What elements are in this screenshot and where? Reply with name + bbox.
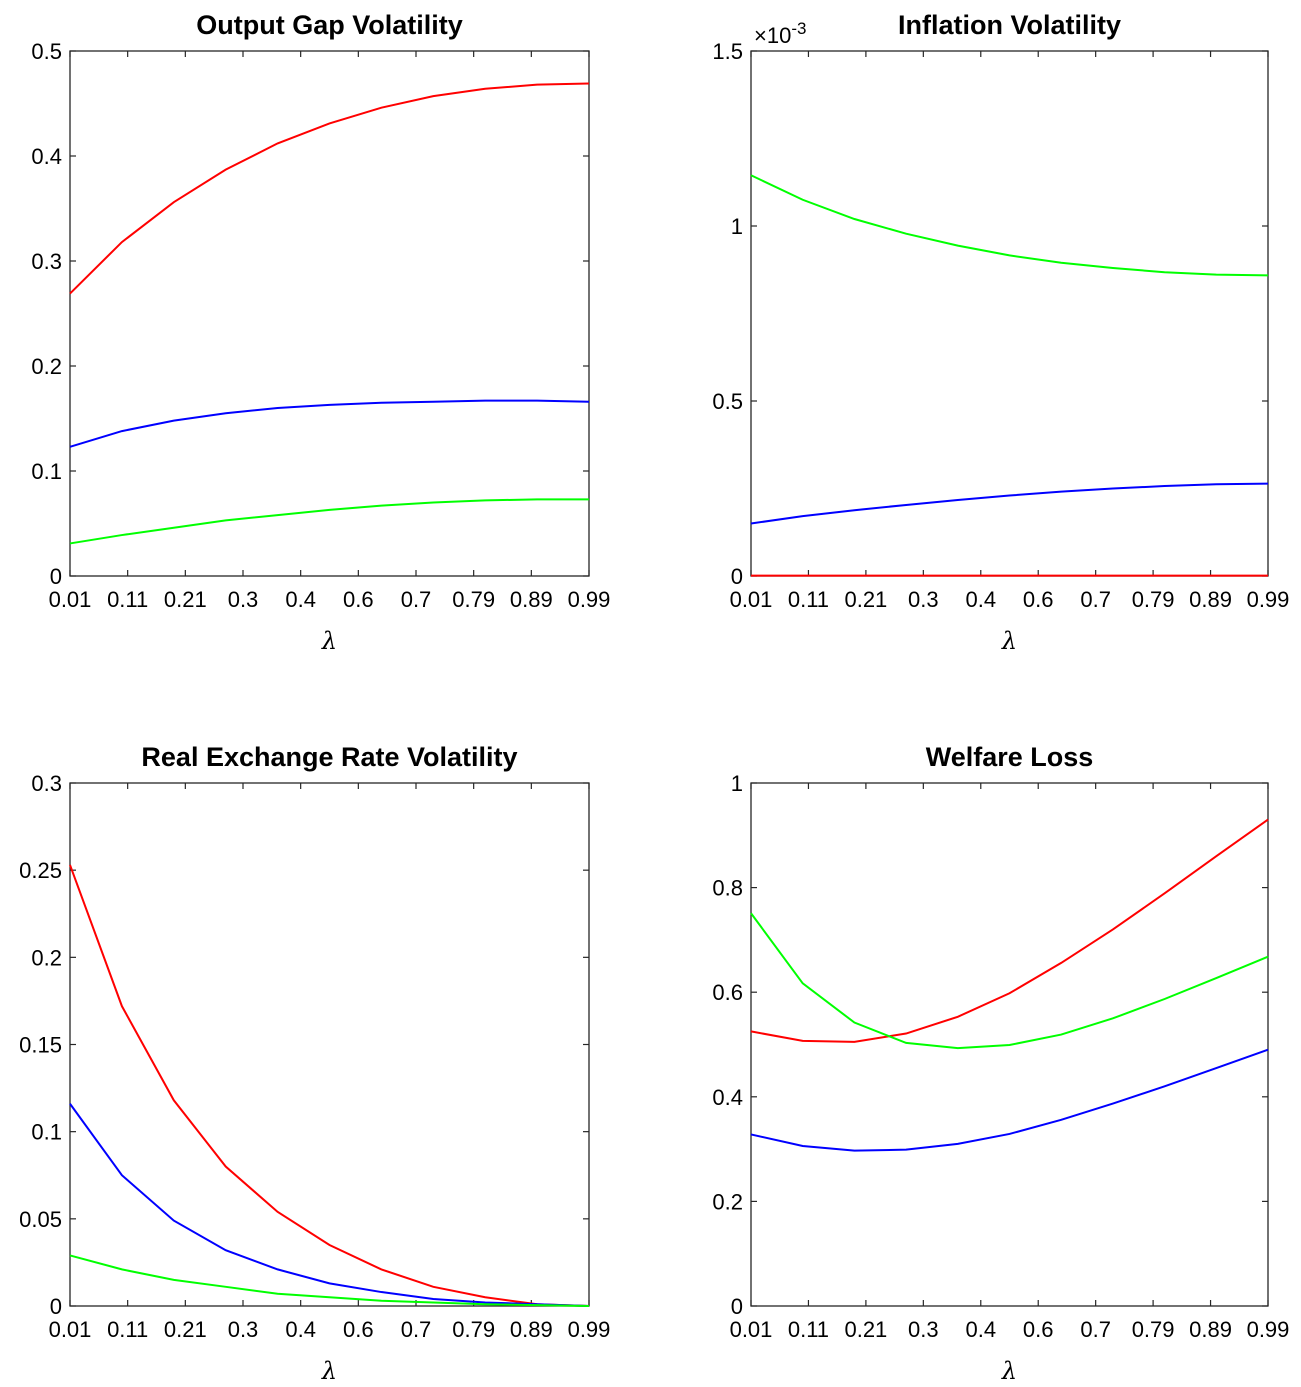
chart-2-y-tick-label: 0.05 [19,1207,62,1232]
chart-2-x-tick-label: 0.7 [401,1317,432,1342]
chart-2-x-tick-label: 0.11 [107,1317,148,1342]
chart-3-series-line-1 [750,912,1269,1050]
chart-1-x-tick-label: 0.4 [965,587,996,612]
chart-3-x-tick-label: 0.11 [788,1317,829,1342]
chart-3-y-tick-label: 1 [731,771,743,796]
chart-0-y-tick-label: 0.4 [31,144,62,169]
chart-0-panel: 0.01 0.11 0.21 0.3 0.4 0.6 0.7 0.79 0.89 0.99 0 0.1… [31,10,610,655]
chart-2-x-tick-label: 0.01 [49,1317,92,1342]
chart-2-panel: 0.01 0.11 0.21 0.3 0.4 0.6 0.7 0.79 0.89 0.99 0 0.0… [19,742,610,1385]
chart-2-y-tick-label: 0 [50,1294,62,1319]
chart-0-x-tick-label: 0.7 [401,587,432,612]
chart-3-x-tick-label: 0.4 [965,1317,996,1342]
chart-1-series-line-1 [750,482,1269,525]
chart-3-x-tick-label: 0.6 [1023,1317,1054,1342]
chart-2-y-tick-label: 0.2 [31,945,62,970]
chart-0-x-tick-label: 0.21 [164,587,207,612]
chart-1-title: Inflation Volatility [898,10,1121,40]
chart-3-y-tick-label: 0.6 [712,980,743,1005]
chart-0-title: Output Gap Volatility [196,10,463,40]
chart-2-x-tick-label: 0.21 [164,1317,207,1342]
chart-1-x-tick-label: 0.01 [730,587,773,612]
chart-3-y-tick-label: 0.8 [712,876,743,901]
chart-3-series-line-2 [750,1048,1269,1152]
chart-0-x-tick-label: 0.4 [285,587,316,612]
chart-1-x-tick-label: 0.3 [908,587,939,612]
chart-3-x-tick-label: 0.99 [1247,1317,1290,1342]
chart-3-y-tick-label: 0.4 [712,1085,743,1110]
chart-1-x-tick-label: 0.89 [1189,587,1232,612]
chart-2-series-line-1 [69,1103,590,1307]
chart-1-x-tick-label: 0.7 [1080,587,1111,612]
chart-3-title: Welfare Loss [926,742,1094,772]
chart-3-x-tick-label: 0.7 [1080,1317,1111,1342]
chart-3-x-tick-label: 0.3 [908,1317,939,1342]
chart-2-y-tick-label: 0.15 [19,1033,62,1058]
chart-2-axes-box [69,782,590,1307]
chart-1-y-tick-label: 0.5 [712,389,743,414]
chart-0-x-tick-label: 0.01 [49,587,92,612]
chart-3-x-tick-label: 0.89 [1189,1317,1232,1342]
chart-0-x-tick-label: 0.6 [343,587,374,612]
chart-2-x-tick-label: 0.6 [343,1317,374,1342]
chart-2-title: Real Exchange Rate Volatility [141,742,517,772]
chart-0-x-axis-label: λ [321,627,337,655]
chart-2-y-tick-label: 0.3 [31,771,62,796]
chart-0-x-tick-label: 0.11 [107,587,148,612]
chart-2-x-axis-label: λ [321,1357,337,1385]
chart-3-y-tick-label: 0.2 [712,1189,743,1214]
chart-0-series-line-2 [69,498,589,545]
chart-0-y-tick-label: 0 [50,564,62,589]
chart-3-x-tick-label: 0.79 [1132,1317,1175,1342]
chart-1-y-tick-label: 1 [731,214,743,239]
chart-1-series-line-0 [750,174,1269,277]
chart-3-x-tick-label: 0.01 [730,1317,773,1342]
chart-0-y-tick-label: 0.2 [31,354,62,379]
chart-1-y-exponent: ×10-3 [754,19,806,48]
chart-0-x-tick-label: 0.89 [510,587,553,612]
chart-3-x-tick-label: 0.21 [844,1317,887,1342]
chart-1-y-tick-label: 1.5 [712,39,743,64]
chart-2-x-tick-label: 0.99 [568,1317,611,1342]
chart-2-series-line-2 [69,1254,590,1307]
chart-0-y-tick-label: 0.5 [31,39,62,64]
chart-1-axes-box [750,50,1269,577]
chart-2-series-line-0 [69,864,590,1307]
chart-2-y-tick-label: 0.25 [19,858,62,883]
chart-0-x-tick-label: 0.99 [568,587,611,612]
chart-0-x-tick-label: 0.3 [228,587,259,612]
chart-2-x-tick-label: 0.89 [510,1317,553,1342]
chart-1-x-tick-label: 0.99 [1247,587,1290,612]
chart-0-series-line-1 [69,399,590,448]
chart-3-series-line-0 [750,818,1269,1043]
chart-3-y-tick-label: 0 [731,1294,743,1319]
chart-0-series-line-0 [69,82,590,295]
chart-2-x-tick-label: 0.79 [452,1317,495,1342]
chart-0-y-tick-label: 0.3 [31,249,62,274]
chart-1-x-axis-label: λ [1001,627,1017,655]
chart-2-x-tick-label: 0.3 [228,1317,259,1342]
chart-3-panel: 0.01 0.11 0.21 0.3 0.4 0.6 0.7 0.79 0.89 0.9900.2… [712,742,1289,1385]
chart-1-x-tick-label: 0.6 [1023,587,1054,612]
chart-1-panel: 0.01 0.11 0.21 0.3 0.4 0.6 0.7 0.79 0.89 0.99 0 0.5… [712,10,1289,655]
chart-1-y-tick-label: 0 [731,564,743,589]
chart-2-x-tick-label: 0.4 [285,1317,316,1342]
chart-0-x-tick-label: 0.79 [452,587,495,612]
chart-1-x-tick-label: 0.11 [788,587,829,612]
chart-3-x-axis-label: λ [1001,1357,1017,1385]
chart-2-y-tick-label: 0.1 [31,1120,62,1145]
chart-0-y-tick-label: 0.1 [31,459,62,484]
chart-1-x-tick-label: 0.79 [1132,587,1175,612]
chart-1-x-tick-label: 0.21 [844,587,887,612]
chart-0-axes-box [69,50,590,577]
